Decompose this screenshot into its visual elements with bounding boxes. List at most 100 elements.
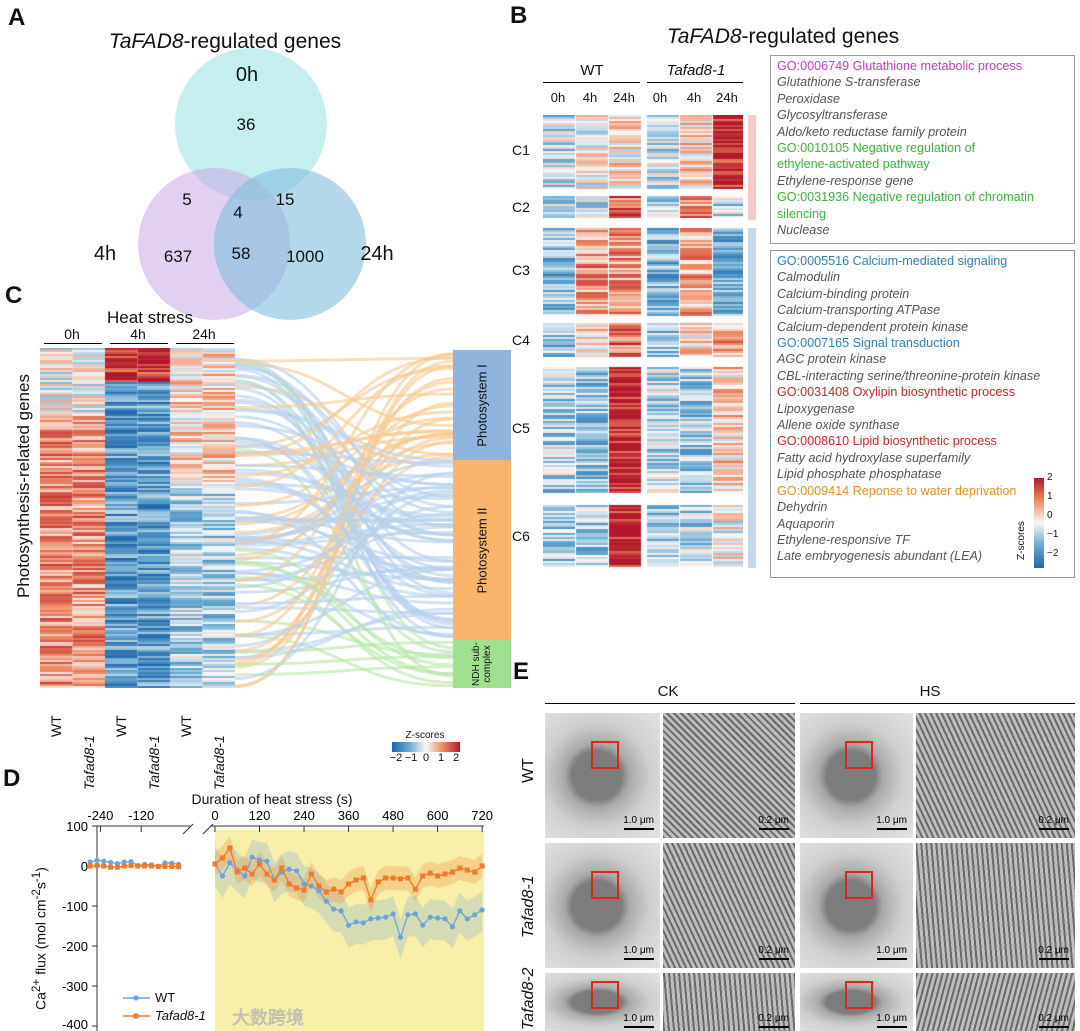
micrograph: 0.2 μm	[916, 843, 1075, 968]
scale-bar-label: 1.0 μm	[876, 815, 907, 826]
y-tick-label: -300	[62, 979, 88, 994]
sankey-flow	[235, 665, 453, 677]
tafad8-1-point	[162, 863, 168, 869]
micrograph: 0.2 μm	[663, 973, 795, 1031]
wt-point	[227, 860, 233, 866]
sankey-flow	[235, 519, 453, 563]
wt-point	[219, 873, 226, 879]
go-term: silencing	[777, 206, 827, 221]
tafad8-1-point	[212, 861, 218, 867]
tafad8-1-point	[87, 863, 93, 869]
cluster-label: C2	[512, 199, 530, 215]
scale-bar-label: 1.0 μm	[876, 945, 907, 956]
tafad8-1-point	[169, 863, 175, 869]
gene-family: Glycosyltransferase	[777, 108, 888, 123]
panel-a-label: A	[8, 4, 26, 31]
y-tick-label: -200	[62, 939, 88, 954]
tafad8-1-point	[249, 871, 255, 877]
scale-bar-label: 0.2 μm	[758, 815, 789, 826]
zoom-region-box	[845, 981, 874, 1009]
y-tick-label: -100	[62, 899, 88, 914]
gene-family: Allene oxide synthase	[777, 418, 900, 433]
gene-family: Lipid phosphate phosphatase	[777, 467, 942, 482]
colorbar-tick: 1	[1047, 491, 1053, 502]
scale-bar	[1039, 958, 1069, 960]
wt-point	[472, 912, 478, 918]
sankey-flows	[235, 352, 453, 688]
gene-family: Aquaporin	[777, 516, 835, 531]
x-tick-label: 120	[249, 808, 271, 823]
micrograph: 1.0 μm	[545, 843, 660, 968]
legend-marker-tafad8-1	[133, 1013, 139, 1019]
count-0h-4h: 5	[182, 190, 192, 209]
go-term: GO:0031408 Oxylipin biosynthetic process	[777, 385, 1016, 400]
wt-point	[464, 916, 470, 922]
colorbar-tick: −2	[1047, 548, 1059, 559]
go-term: GO:0005516 Calcium-mediated signaling	[777, 254, 1008, 268]
wt-point	[442, 916, 448, 922]
sankey-flow	[235, 367, 453, 630]
colorbar-tick: −2	[389, 752, 403, 764]
tafad8-1-point	[264, 871, 270, 877]
wt-point	[249, 854, 255, 860]
tafad8-1-point	[301, 887, 307, 893]
group-tafad8-1: Tafad8-1	[666, 62, 726, 79]
panel-e-label: E	[513, 658, 530, 685]
tafad8-1-point	[353, 877, 359, 883]
sankey-flow	[235, 471, 453, 518]
category-0: Photosystem I	[453, 350, 511, 460]
micrograph: 1.0 μm	[800, 973, 913, 1031]
y-tick-label: 100	[66, 819, 88, 834]
sankey-flow	[235, 407, 453, 462]
condition-ck: CK	[657, 683, 679, 700]
sankey-flow	[235, 428, 453, 457]
gene-family: AGC protein kinase	[777, 352, 887, 367]
count-only0h: 36	[236, 115, 256, 134]
sample-label: WT	[113, 715, 129, 737]
colorbar-tick: 0	[1047, 510, 1053, 521]
sample-label: WT	[178, 715, 194, 737]
wt-point	[420, 922, 426, 928]
scale-bar	[877, 958, 907, 960]
sankey-flow	[235, 548, 453, 667]
title-rest: -regulated genes	[183, 30, 342, 53]
x-tick-label: 600	[427, 808, 449, 823]
y-tick-label: -400	[62, 1017, 88, 1031]
row-label: Tafad8-2	[520, 967, 537, 1030]
go-term: GO:0006749 Glutathione metabolic process	[777, 59, 1023, 73]
tafad8-1-point	[148, 863, 154, 869]
time-label: 0h	[652, 90, 668, 105]
sankey-flow	[235, 511, 453, 582]
wt-point	[405, 912, 411, 918]
scale-bar	[1039, 1026, 1069, 1028]
zscore-title: Z-scores	[405, 730, 445, 741]
colorbar-tick: 2	[1047, 472, 1053, 483]
time-label: 4h	[582, 90, 598, 105]
time-label: 0h	[550, 90, 566, 105]
scale-bar-label: 0.2 μm	[1038, 815, 1069, 826]
sankey-flow	[235, 538, 453, 591]
scale-bar	[877, 1026, 907, 1028]
gene-family: Fatty acid hydroxylase superfamily	[777, 450, 971, 465]
scale-bar-label: 0.2 μm	[758, 945, 789, 956]
y-axis-label: Photosynthesis-related genes	[14, 374, 33, 598]
sankey-flow	[235, 568, 453, 638]
wt-point	[435, 915, 441, 921]
tafad8-1-point	[142, 863, 148, 869]
wt-point	[301, 881, 307, 887]
colorbar-tick: 0	[422, 752, 430, 764]
go-annotation-box-downregulated: GO:0005516 Calcium-mediated signaling Cal…	[770, 250, 1075, 578]
gene-family: Calmodulin	[777, 270, 840, 285]
row-label: Tafad8-1	[520, 875, 537, 938]
cluster-label: C6	[512, 528, 530, 544]
sankey-flow	[235, 387, 453, 583]
x-tick-label: 480	[382, 808, 404, 823]
gene-family: Calcium-binding protein	[777, 286, 910, 301]
wt-point	[412, 911, 418, 917]
gene-family: Aldo/keto reductase family protein	[777, 124, 967, 139]
tafad8-1-point	[427, 870, 433, 876]
tafad8-1-point	[390, 875, 396, 881]
sankey-flow	[235, 392, 453, 409]
sample-label: WT	[48, 715, 64, 737]
wt-point	[375, 915, 381, 921]
